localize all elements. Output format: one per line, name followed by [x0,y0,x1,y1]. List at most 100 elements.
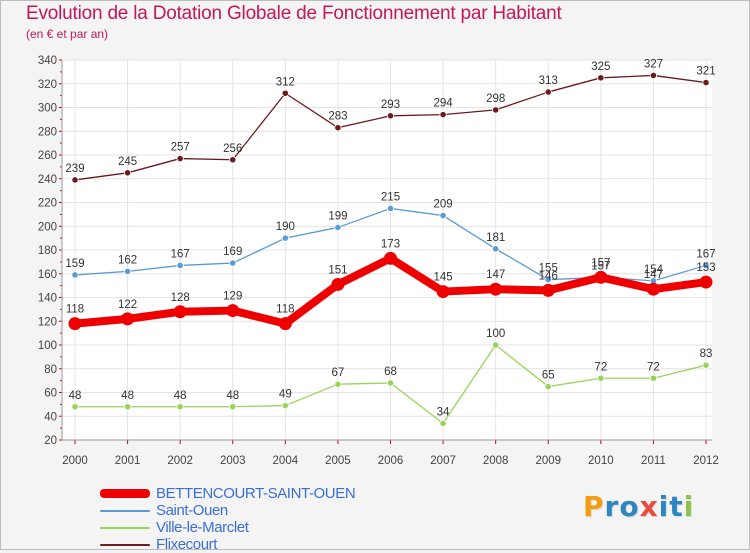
data-label: 312 [276,76,295,88]
data-label: 146 [539,270,558,282]
data-label: 72 [594,361,607,373]
data-point [229,403,237,411]
data-label: 256 [223,143,242,155]
data-label: 169 [223,246,242,258]
y-tick-label: 320 [38,79,57,91]
x-tick-label: 2007 [430,455,456,467]
data-label: 159 [65,258,84,270]
data-point [229,156,237,164]
y-tick-label: 140 [38,293,57,305]
y-tick-label: 20 [44,435,57,447]
data-label: 298 [486,93,505,105]
data-label: 67 [332,367,345,379]
data-label: 153 [696,262,715,274]
data-point [649,374,658,382]
data-label: 313 [539,75,558,87]
series-layer [68,71,713,427]
chart-subtitle: (en € et par an) [26,27,109,41]
data-label: 293 [381,99,400,111]
data-point [386,112,395,120]
data-point [176,154,184,163]
data-label: 239 [65,163,84,175]
data-label: 34 [437,406,450,418]
data-point [123,267,132,275]
data-point [68,317,82,331]
data-label: 215 [381,191,400,203]
data-point [281,401,289,410]
data-point [544,276,552,284]
data-label: 257 [171,142,190,154]
data-label: 283 [328,111,347,123]
data-point [492,245,500,253]
y-tick-label: 200 [38,221,57,233]
axis-layer: 20 40 60 80 100 120 140 160 180 200 220 240 260 280 30… [38,55,719,467]
data-label: 48 [174,390,187,402]
data-point [334,124,342,132]
data-point [597,74,605,82]
data-point [176,261,184,270]
legend-label: BETTENCOURT-SAINT-OUEN [156,485,356,502]
data-point [229,259,237,267]
data-point [646,282,660,296]
x-tick-label: 2004 [273,455,299,467]
data-label: 151 [328,264,347,276]
data-point [121,312,135,326]
data-point [334,380,342,388]
data-point [702,361,710,369]
data-point [439,111,447,119]
data-label-layer: 239 245 257 256 312 283 293 294 298 313 325 327 321 1… [65,58,715,418]
y-tick-label: 100 [38,340,57,352]
data-point [281,89,289,97]
legend-item-bettencourt-saint-ouen: BETTENCOURT-SAINT-OUEN [100,485,356,502]
data-label: 190 [276,221,295,233]
data-point [439,211,447,220]
data-label: 145 [433,272,452,284]
y-tick-label: 160 [38,269,57,281]
data-label: 245 [118,156,137,168]
data-label: 118 [276,304,294,316]
data-label: 118 [66,304,84,316]
data-label: 167 [171,248,190,260]
data-label: 100 [486,328,505,340]
data-point [71,176,79,184]
y-tick-label: 240 [38,174,57,186]
data-label: 49 [279,389,292,401]
x-tick-label: 2011 [641,455,666,467]
data-label: 128 [171,292,190,304]
legend-label: Ville-le-Marclet [156,519,249,536]
legend: BETTENCOURT-SAINT-OUEN Saint-Ouen Ville-le… [100,485,356,553]
data-label: 48 [121,390,134,402]
y-tick-label: 300 [38,103,57,115]
y-tick-label: 60 [44,388,57,400]
data-label: 147 [644,269,663,281]
data-label: 327 [644,58,663,70]
x-tick-label: 2002 [167,455,193,467]
legend-swatch [100,526,150,529]
data-point [331,277,345,291]
y-tick-label: 220 [38,198,57,210]
data-point [278,317,292,331]
y-tick-label: 120 [38,316,57,328]
legend-swatch [100,543,150,546]
data-label: 321 [696,66,715,78]
data-label: 155 [539,263,558,275]
data-point [123,403,132,411]
data-label: 48 [69,390,82,402]
data-label: 68 [384,366,397,378]
data-point [699,275,713,289]
legend-swatch [100,489,150,498]
data-label: 129 [223,291,242,303]
proxiti-logo: Proxiti [583,490,695,523]
data-point [71,403,79,411]
data-point [492,341,500,349]
data-label: 294 [433,98,453,110]
data-point [702,261,710,270]
data-point [492,106,500,114]
y-tick-label: 180 [38,245,57,257]
data-label: 167 [696,248,715,260]
data-point [386,204,395,213]
data-point [173,305,187,319]
data-point [544,382,552,391]
data-label: 65 [542,370,555,382]
